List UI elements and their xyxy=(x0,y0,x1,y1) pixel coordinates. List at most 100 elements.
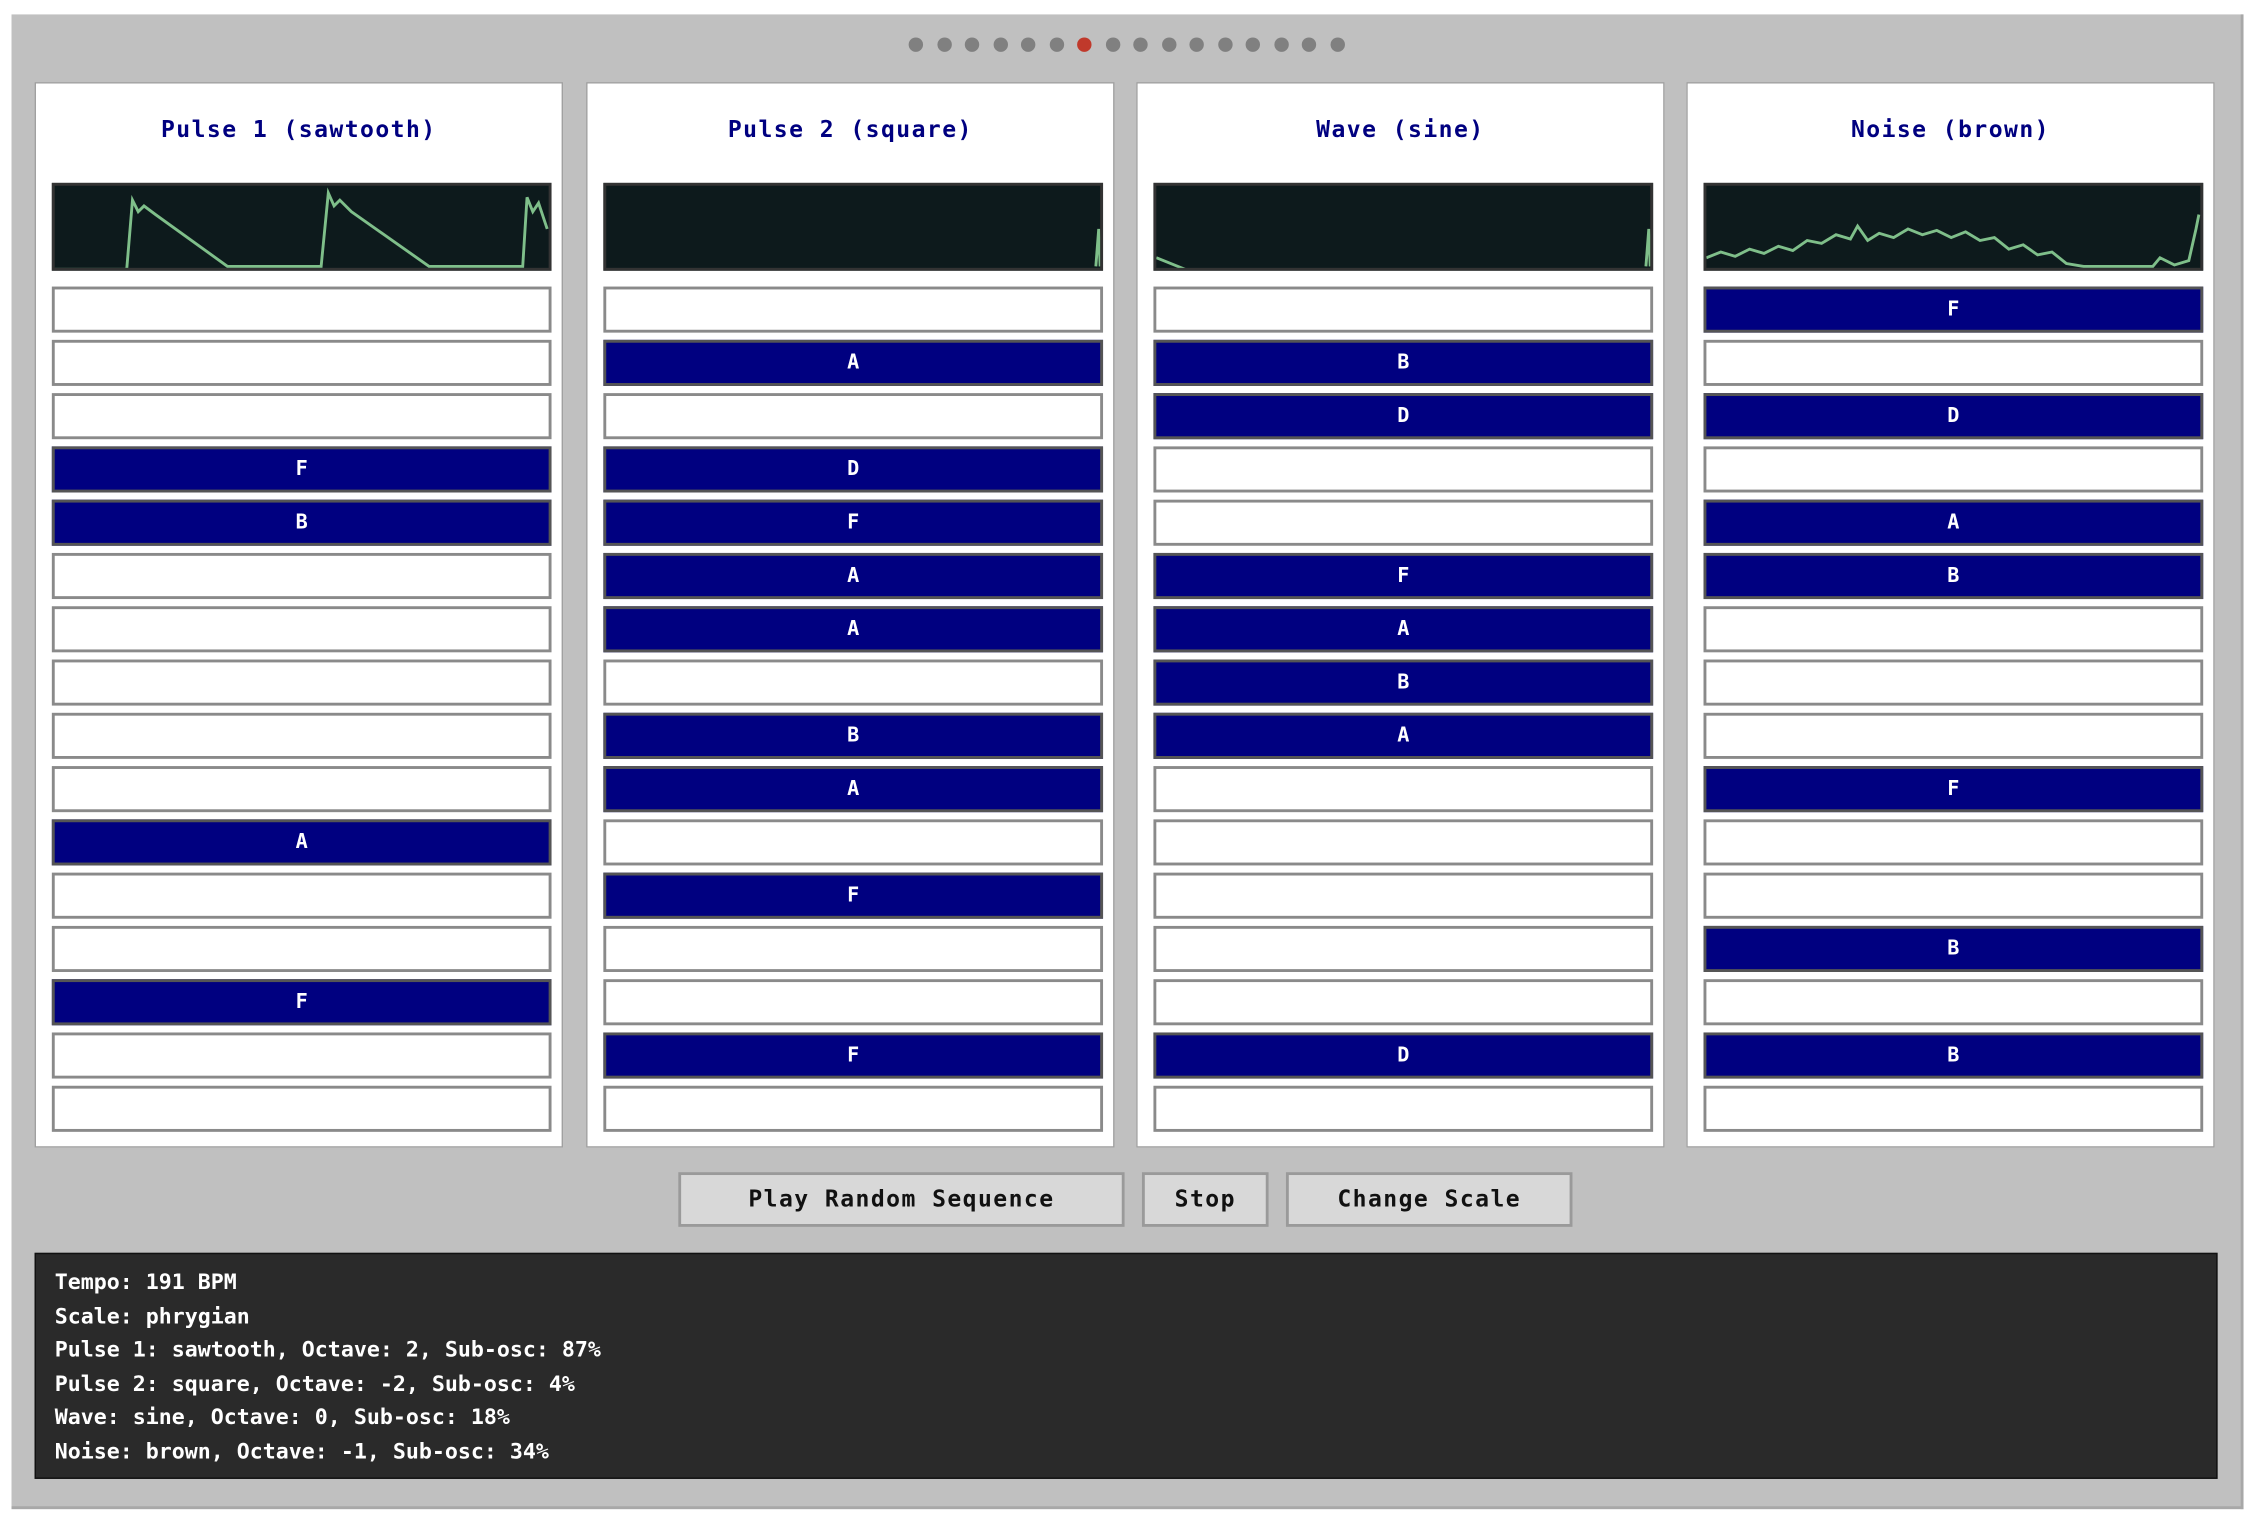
page-dot[interactable] xyxy=(1273,37,1289,52)
status-line: Pulse 1: sawtooth, Octave: 2, Sub-osc: 8… xyxy=(54,1336,601,1363)
sequencer-step[interactable]: F xyxy=(1703,766,2204,813)
oscilloscope xyxy=(603,182,1104,271)
page-dot[interactable] xyxy=(1049,37,1064,52)
page-dot[interactable] xyxy=(1133,37,1148,52)
sequencer-step[interactable]: B xyxy=(51,499,552,546)
sequencer-step[interactable]: A xyxy=(1703,499,2204,546)
sequencer-step[interactable] xyxy=(51,393,552,440)
sequencer-step[interactable]: B xyxy=(1703,925,2204,973)
page-dot[interactable] xyxy=(964,37,980,52)
sequencer-step[interactable]: F xyxy=(1703,286,2204,333)
page-dot[interactable] xyxy=(1329,37,1345,52)
status-line: Tempo: 191 BPM xyxy=(54,1268,237,1295)
sequencer-step[interactable] xyxy=(603,393,1104,440)
sequencer-step[interactable] xyxy=(51,712,552,759)
sequencer-step[interactable] xyxy=(1153,1085,1654,1132)
channel-title: Pulse 2 (square) xyxy=(727,115,973,143)
sequencer-step[interactable] xyxy=(603,979,1104,1026)
sequencer-step[interactable]: B xyxy=(1703,552,2204,600)
sequencer-step[interactable] xyxy=(1703,339,2204,386)
sequencer-step[interactable]: D xyxy=(1153,393,1654,440)
sequencer-step[interactable] xyxy=(1153,979,1654,1026)
button[interactable]: Play Random Sequence xyxy=(678,1172,1125,1227)
sequencer-step[interactable] xyxy=(51,552,552,600)
sequencer-step[interactable]: F xyxy=(1153,552,1654,600)
sequencer-step[interactable] xyxy=(603,286,1104,333)
sequencer-step[interactable]: D xyxy=(603,446,1104,493)
channel-column: Wave (sine) B D F A B A D xyxy=(1136,82,1665,1148)
page-dot[interactable] xyxy=(1161,37,1176,52)
sequencer-step[interactable]: B xyxy=(1153,659,1654,706)
sequencer-step[interactable] xyxy=(1703,606,2204,653)
sequencer-step[interactable] xyxy=(1153,819,1654,866)
waveform xyxy=(1155,228,1652,271)
page-dot[interactable] xyxy=(936,37,952,52)
sequencer-step[interactable] xyxy=(603,819,1104,866)
sequencer-step[interactable] xyxy=(1153,766,1654,813)
sequencer-step[interactable] xyxy=(1703,979,2204,1026)
sequencer-step[interactable] xyxy=(1703,819,2204,866)
sequencer-step[interactable] xyxy=(51,286,552,333)
sequencer-step[interactable] xyxy=(1153,925,1654,973)
sequencer-step[interactable]: F xyxy=(51,446,552,493)
sequencer-step[interactable]: B xyxy=(1703,1032,2204,1079)
sequencer-step[interactable]: A xyxy=(603,766,1104,813)
sequencer-step[interactable] xyxy=(51,1085,552,1132)
page-dot[interactable] xyxy=(1301,37,1317,52)
sequencer-step[interactable] xyxy=(1153,286,1654,333)
sequencer-step[interactable] xyxy=(603,1085,1104,1132)
sequencer-step[interactable] xyxy=(51,872,552,919)
oscilloscope xyxy=(1703,182,2204,271)
page-dot[interactable] xyxy=(1020,37,1036,52)
sequencer-step[interactable] xyxy=(51,606,552,653)
waveform xyxy=(1094,228,1102,267)
sequencer-step[interactable] xyxy=(51,766,552,813)
page-dot[interactable] xyxy=(908,37,924,52)
sequencer-step[interactable] xyxy=(1153,499,1654,546)
button[interactable]: Change Scale xyxy=(1285,1172,1573,1227)
sequencer-step[interactable] xyxy=(603,925,1104,973)
sequencer-step[interactable] xyxy=(1703,659,2204,706)
page-dot[interactable] xyxy=(1189,37,1204,52)
sequencer-step[interactable]: F xyxy=(603,1032,1104,1079)
channel-title: Wave (sine) xyxy=(1316,115,1485,143)
sequencer-step[interactable] xyxy=(1153,446,1654,493)
sequencer-step[interactable]: F xyxy=(51,979,552,1026)
sequencer-step[interactable]: A xyxy=(603,339,1104,386)
sequencer-step[interactable] xyxy=(1703,872,2204,919)
sequencer-step[interactable]: B xyxy=(603,712,1104,759)
sequencer-step[interactable]: B xyxy=(1153,339,1654,386)
sequencer-step[interactable]: A xyxy=(1153,606,1654,653)
button[interactable]: Stop xyxy=(1141,1172,1269,1227)
sequencer-step[interactable] xyxy=(1703,712,2204,759)
page-dot[interactable] xyxy=(1105,37,1120,52)
page-dot[interactable] xyxy=(1245,37,1260,52)
wave-trace xyxy=(1705,214,2201,268)
sequencer-step[interactable] xyxy=(603,659,1104,706)
sequencer-step[interactable]: F xyxy=(603,499,1104,546)
page-dot[interactable] xyxy=(1217,37,1232,52)
oscilloscope xyxy=(51,182,552,271)
sequencer-step[interactable] xyxy=(1703,1085,2204,1132)
sequencer-step[interactable]: D xyxy=(1153,1032,1654,1079)
wave-trace xyxy=(54,187,549,271)
sequencer-step[interactable]: A xyxy=(603,606,1104,653)
sequencer-step[interactable]: D xyxy=(1703,393,2204,440)
status-line: Noise: brown, Octave: -1, Sub-osc: 34% xyxy=(54,1438,549,1465)
sequencer-step[interactable] xyxy=(51,339,552,386)
sequencer-step[interactable]: A xyxy=(1153,712,1654,759)
sequencer-step[interactable] xyxy=(51,925,552,973)
sequencer-step[interactable] xyxy=(51,1032,552,1079)
page-dot[interactable] xyxy=(992,37,1008,52)
sequencer-step[interactable]: A xyxy=(603,552,1104,600)
waveform xyxy=(54,187,549,271)
sequencer-step[interactable]: A xyxy=(51,819,552,866)
oscilloscope xyxy=(1153,182,1654,271)
sequencer-step[interactable]: F xyxy=(603,872,1104,919)
sequencer-step[interactable] xyxy=(51,659,552,706)
sequencer-step[interactable] xyxy=(1153,872,1654,919)
status-line: Wave: sine, Octave: 0, Sub-osc: 18% xyxy=(54,1404,510,1431)
page-dot[interactable] xyxy=(1077,37,1092,52)
sequencer-step[interactable] xyxy=(1703,446,2204,493)
channel-title: Noise (brown) xyxy=(1850,115,2050,143)
